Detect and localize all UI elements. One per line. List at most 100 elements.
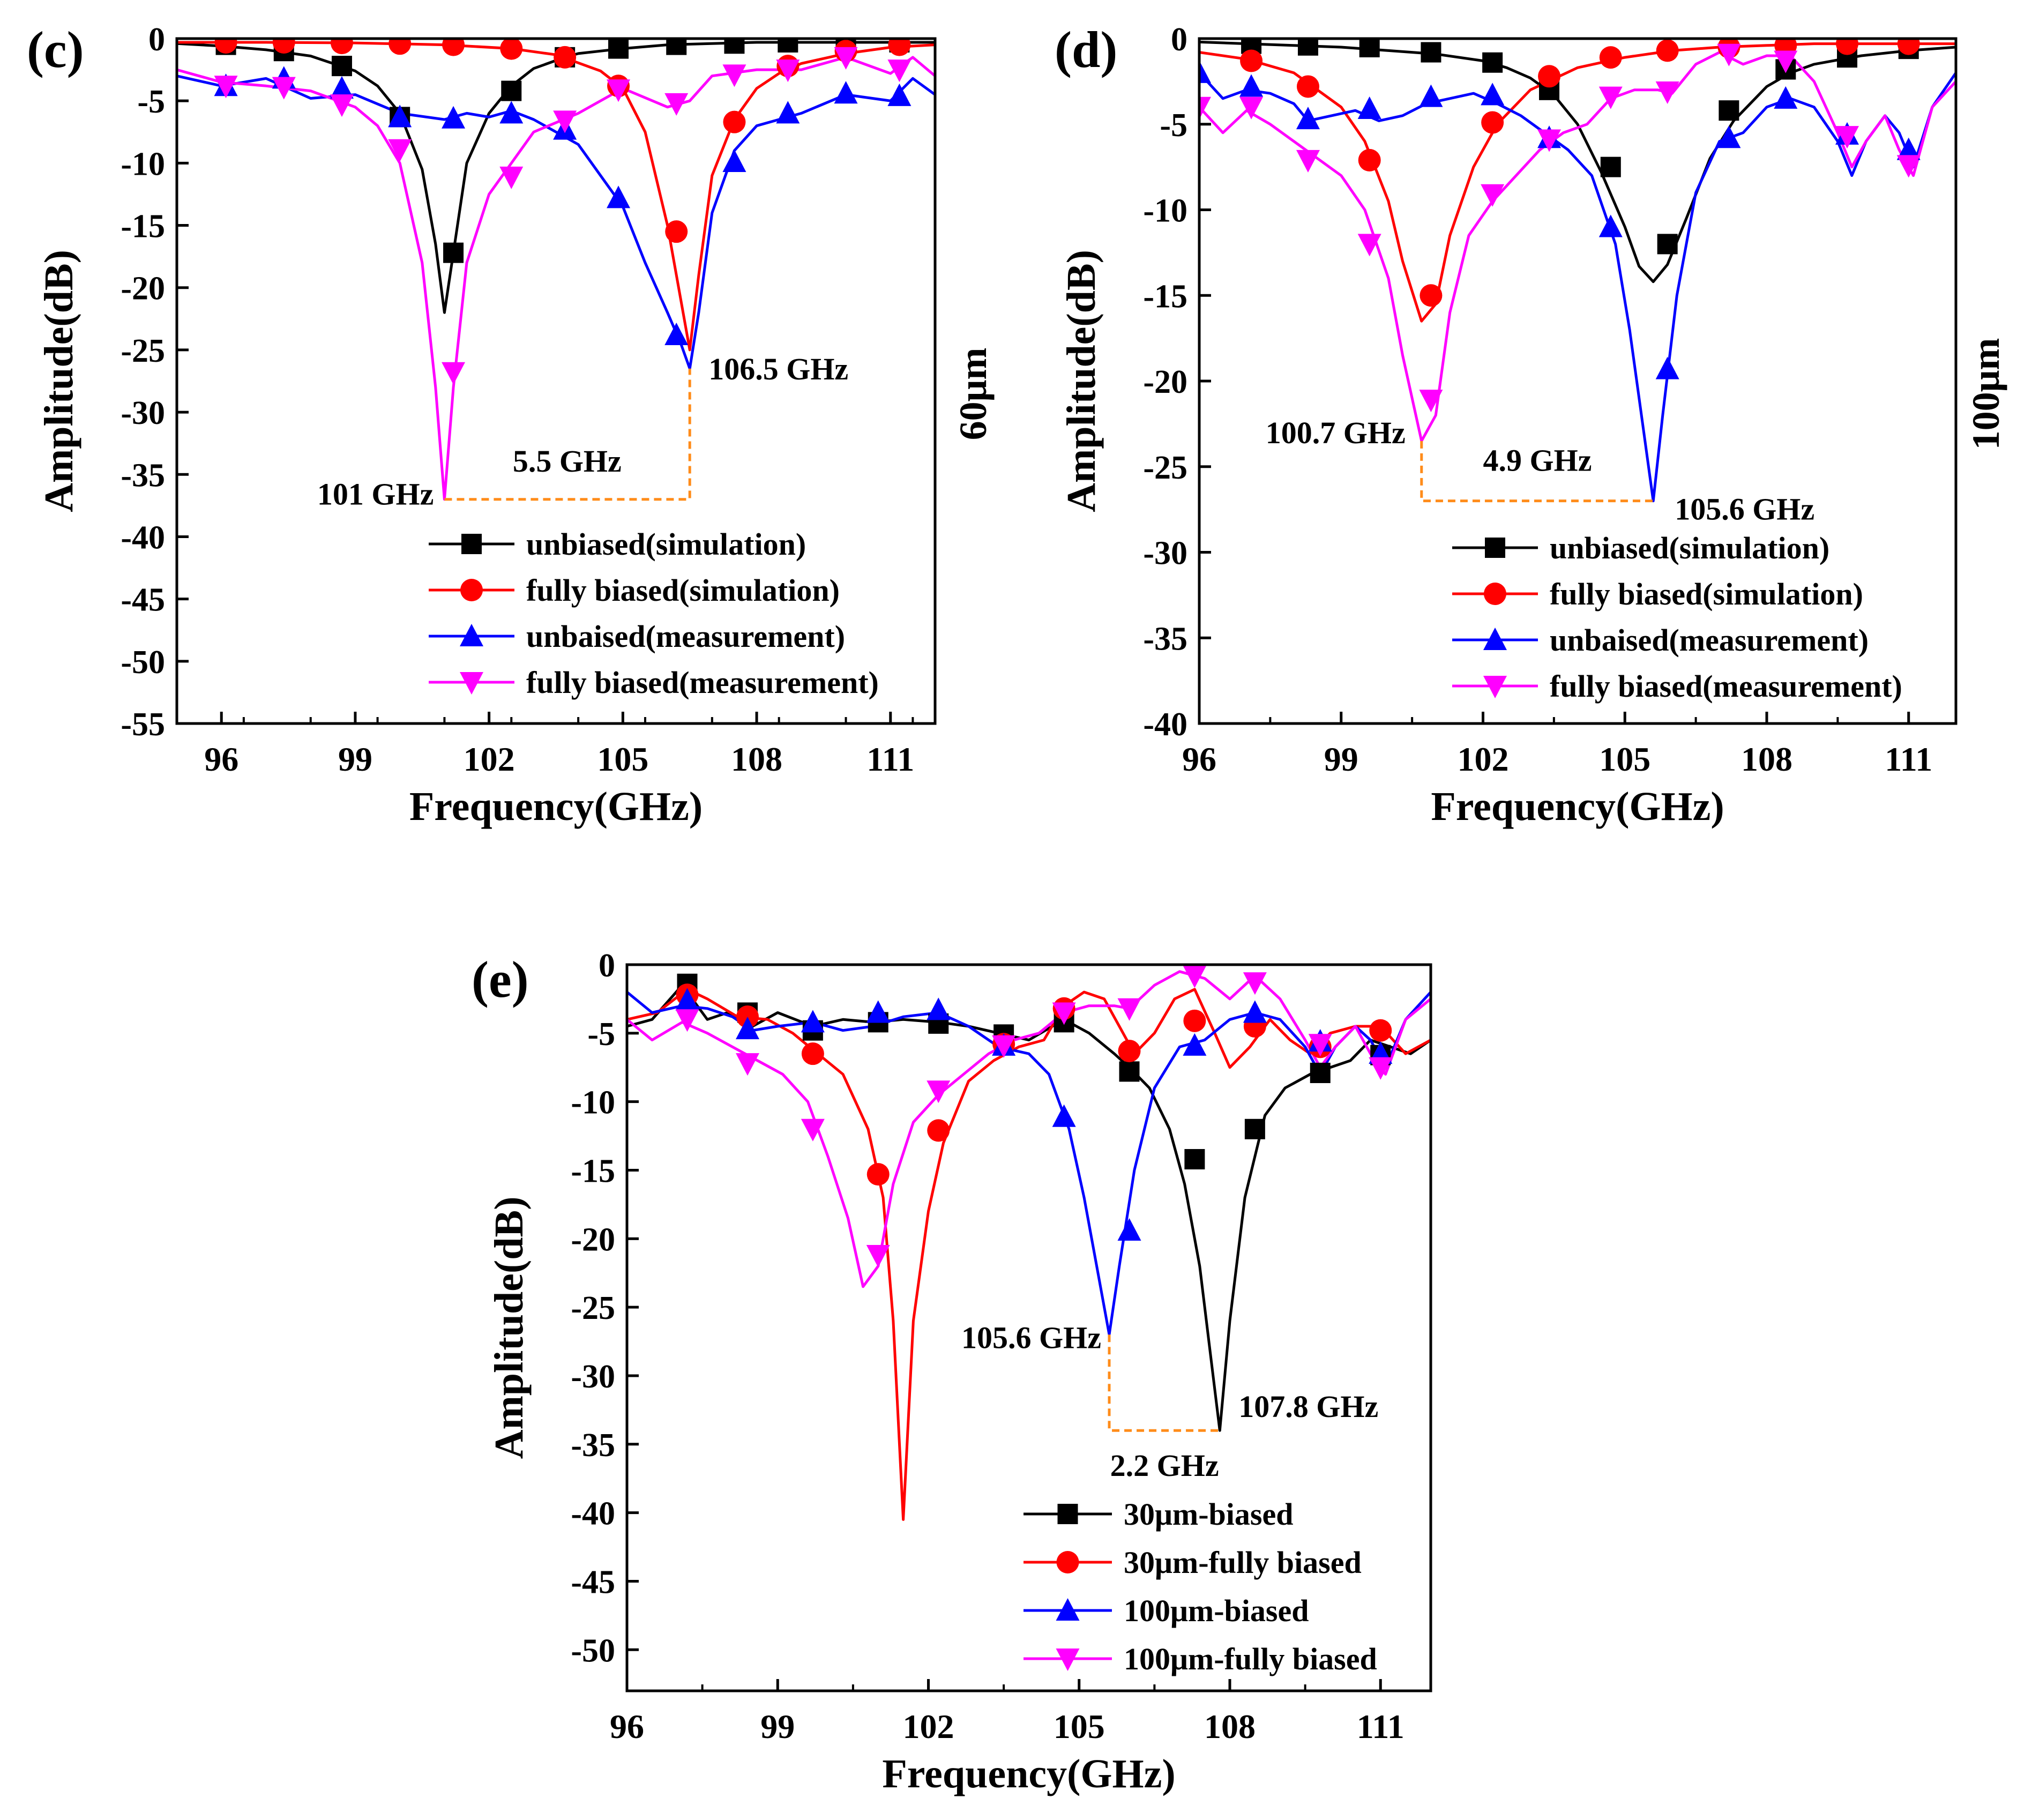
legend-marker bbox=[1056, 1551, 1079, 1573]
data-point bbox=[501, 80, 522, 101]
data-point bbox=[664, 93, 689, 116]
data-point bbox=[1421, 42, 1441, 63]
data-point bbox=[675, 1009, 699, 1032]
data-point bbox=[1184, 1149, 1205, 1170]
y-axis-title: Amplitude(dB) bbox=[487, 1197, 532, 1459]
x-tick-label: 99 bbox=[338, 740, 372, 778]
x-tick-label: 102 bbox=[1458, 740, 1509, 778]
y-tick-label: -30 bbox=[571, 1359, 615, 1395]
data-point bbox=[1244, 1118, 1265, 1139]
data-point bbox=[801, 1118, 825, 1142]
y-tick-label: -15 bbox=[121, 208, 165, 245]
data-point bbox=[1481, 184, 1505, 207]
data-point bbox=[607, 79, 631, 102]
data-point bbox=[1836, 39, 1859, 55]
chart-panel-e: 96 99 102 105 108 111 0 -5 -10 -15 -20 -25 -30 -35 -40… bbox=[472, 948, 1432, 1796]
data-point bbox=[553, 110, 577, 133]
y-tick-label: -40 bbox=[121, 519, 165, 556]
data-point bbox=[666, 39, 687, 55]
legend: 30μm-biased 30μm-fully biased 100μm-biased… bbox=[1024, 1497, 1377, 1676]
data-point bbox=[665, 220, 688, 243]
series-line-c-2 bbox=[177, 74, 935, 370]
frequency-shift-bracket bbox=[1420, 441, 1654, 503]
peak-annotation: 105.6 GHz bbox=[961, 1320, 1101, 1355]
data-point bbox=[1600, 156, 1621, 177]
y-tick-label: -25 bbox=[1143, 450, 1187, 486]
data-point bbox=[1657, 234, 1678, 255]
x-tick-label: 111 bbox=[1885, 740, 1932, 778]
y-tick-label: -40 bbox=[571, 1496, 615, 1532]
data-point bbox=[723, 110, 746, 133]
y-tick-label: -40 bbox=[1143, 706, 1187, 743]
data-point bbox=[1481, 83, 1505, 106]
x-tick-label: 96 bbox=[610, 1707, 644, 1746]
x-axis-title: Frequency(GHz) bbox=[1431, 784, 1724, 829]
legend-marker bbox=[460, 624, 483, 646]
y-tick-label: -35 bbox=[571, 1427, 615, 1464]
data-point bbox=[1052, 1002, 1076, 1025]
data-point bbox=[1358, 148, 1381, 171]
data-point bbox=[389, 39, 412, 55]
legend-marker bbox=[1056, 1598, 1080, 1621]
data-point bbox=[1897, 39, 1920, 55]
data-point bbox=[442, 362, 466, 385]
data-point bbox=[330, 76, 354, 99]
legend-marker bbox=[1483, 676, 1507, 698]
data-point bbox=[1835, 126, 1859, 149]
data-point bbox=[1369, 1057, 1393, 1080]
data-point bbox=[927, 1080, 951, 1103]
x-tick-label: 99 bbox=[1324, 740, 1358, 778]
legend-label: 30μm-fully biased bbox=[1124, 1545, 1362, 1580]
legend-label: fully biased(simulation) bbox=[1550, 577, 1863, 611]
x-axis-title: Frequency(GHz) bbox=[882, 1751, 1175, 1796]
data-point bbox=[1419, 84, 1443, 107]
data-point bbox=[866, 1163, 890, 1186]
data-point bbox=[1774, 86, 1798, 109]
legend-label: fully biased(measurement) bbox=[1550, 669, 1902, 704]
data-point bbox=[272, 77, 296, 100]
data-point bbox=[1240, 49, 1263, 72]
data-point bbox=[664, 323, 689, 346]
data-point bbox=[499, 101, 524, 124]
y-axis-title: Amplitude(dB) bbox=[1059, 250, 1104, 512]
y-tick-label: -25 bbox=[571, 1290, 615, 1326]
data-point bbox=[214, 76, 238, 99]
series-line-d-2 bbox=[1199, 72, 1956, 503]
data-point bbox=[834, 81, 858, 104]
y-tick-label: -10 bbox=[571, 1085, 615, 1121]
x-tick-label: 105 bbox=[597, 740, 648, 778]
legend-label: fully biased(measurement) bbox=[526, 665, 879, 700]
data-point bbox=[722, 150, 746, 173]
y-tick-label: -50 bbox=[571, 1632, 615, 1669]
data-point bbox=[1239, 74, 1264, 97]
thickness-label: 60μm bbox=[952, 348, 995, 441]
data-point bbox=[388, 139, 412, 162]
y-tick-label: -35 bbox=[121, 457, 165, 494]
x-tick-label: 102 bbox=[464, 740, 515, 778]
peak-annotation: 4.9 GHz bbox=[1483, 443, 1592, 478]
data-point bbox=[1359, 39, 1380, 57]
data-point bbox=[442, 39, 465, 56]
series-line-c-0 bbox=[177, 41, 935, 314]
y-tick-label: -45 bbox=[571, 1564, 615, 1600]
axes-frame bbox=[625, 963, 1432, 1692]
data-point bbox=[675, 988, 699, 1011]
plot-area bbox=[177, 39, 935, 501]
data-point bbox=[1599, 46, 1622, 69]
data-point bbox=[887, 59, 912, 83]
x-tick-label: 105 bbox=[1054, 1707, 1105, 1746]
data-point bbox=[214, 39, 237, 54]
data-point bbox=[1774, 50, 1798, 73]
x-tick-label: 108 bbox=[1741, 740, 1792, 778]
legend-label: 100μm-biased bbox=[1124, 1593, 1309, 1628]
legend-marker bbox=[1057, 1504, 1078, 1524]
data-point bbox=[1296, 75, 1319, 98]
data-point bbox=[1243, 972, 1267, 995]
data-point bbox=[866, 1000, 890, 1023]
data-point bbox=[1183, 1033, 1207, 1056]
legend-label: unbiased(simulation) bbox=[1550, 531, 1829, 565]
data-point bbox=[1419, 390, 1443, 413]
peak-annotation: 105.6 GHz bbox=[1675, 492, 1814, 527]
data-point bbox=[500, 39, 523, 60]
data-point bbox=[554, 46, 577, 69]
